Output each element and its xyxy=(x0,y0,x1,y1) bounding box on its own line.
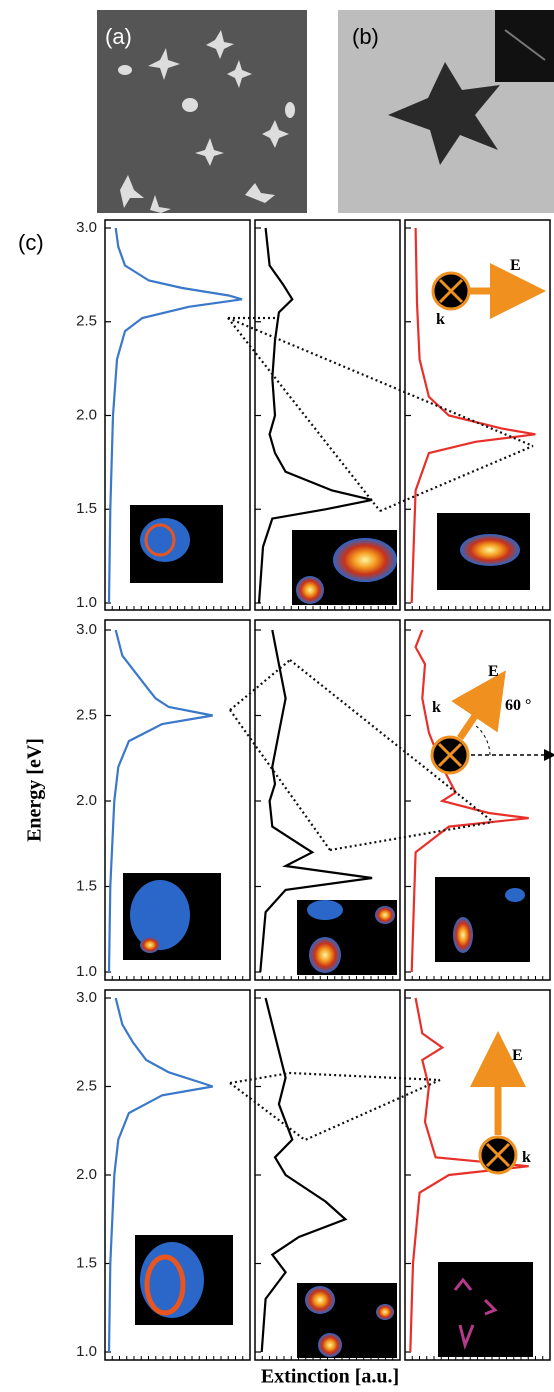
spectrum xyxy=(410,629,529,973)
y-tick-label: 2.5 xyxy=(76,1077,97,1094)
y-tick-label: 3.0 xyxy=(76,219,97,236)
panel-label: (a) xyxy=(105,24,132,49)
spectrum xyxy=(410,227,536,604)
y-tick-label: 1.5 xyxy=(76,500,97,517)
spectrum xyxy=(260,997,348,1353)
panel-label: (b) xyxy=(352,24,379,49)
sem-image: (a) xyxy=(97,10,307,213)
connectors xyxy=(227,316,534,1142)
polarization-icons: E k E k 60 ° E k xyxy=(430,257,554,1175)
spectrum xyxy=(257,227,373,604)
tem-image: (b) xyxy=(338,10,554,213)
y-tick-label: 1.0 xyxy=(76,1343,97,1360)
y-tick-label: 2.0 xyxy=(76,792,97,809)
annotation: 60 ° xyxy=(505,697,531,714)
spectrum xyxy=(259,629,373,973)
y-tick-label: 3.0 xyxy=(76,989,97,1006)
y-tick-label: 1.0 xyxy=(76,594,97,611)
annotation: E xyxy=(512,1047,523,1064)
spectrum xyxy=(409,997,529,1353)
y-tick-label: 1.5 xyxy=(76,877,97,894)
y-tick-label: 2.5 xyxy=(76,706,97,723)
x-axis-label: Extinction [a.u.] xyxy=(261,1366,399,1388)
y-tick-label: 3.0 xyxy=(76,621,97,638)
annotation: E xyxy=(510,257,521,274)
y-tick-label: 2.0 xyxy=(76,1166,97,1183)
annotation: k xyxy=(522,1149,531,1166)
annotation: k xyxy=(432,699,441,716)
spectrum xyxy=(107,227,243,604)
spectrum xyxy=(107,629,213,973)
panel-label: (c) xyxy=(18,230,44,255)
annotation: k xyxy=(436,311,445,328)
annotation: E xyxy=(488,663,499,680)
y-tick-label: 2.5 xyxy=(76,313,97,330)
field-maps xyxy=(123,505,533,1358)
spectrum xyxy=(107,997,214,1353)
y-tick-label: 1.0 xyxy=(76,963,97,980)
y-axis-label: Energy [eV] xyxy=(24,738,46,842)
y-tick-label: 1.5 xyxy=(76,1254,97,1271)
y-tick-label: 2.0 xyxy=(76,406,97,423)
